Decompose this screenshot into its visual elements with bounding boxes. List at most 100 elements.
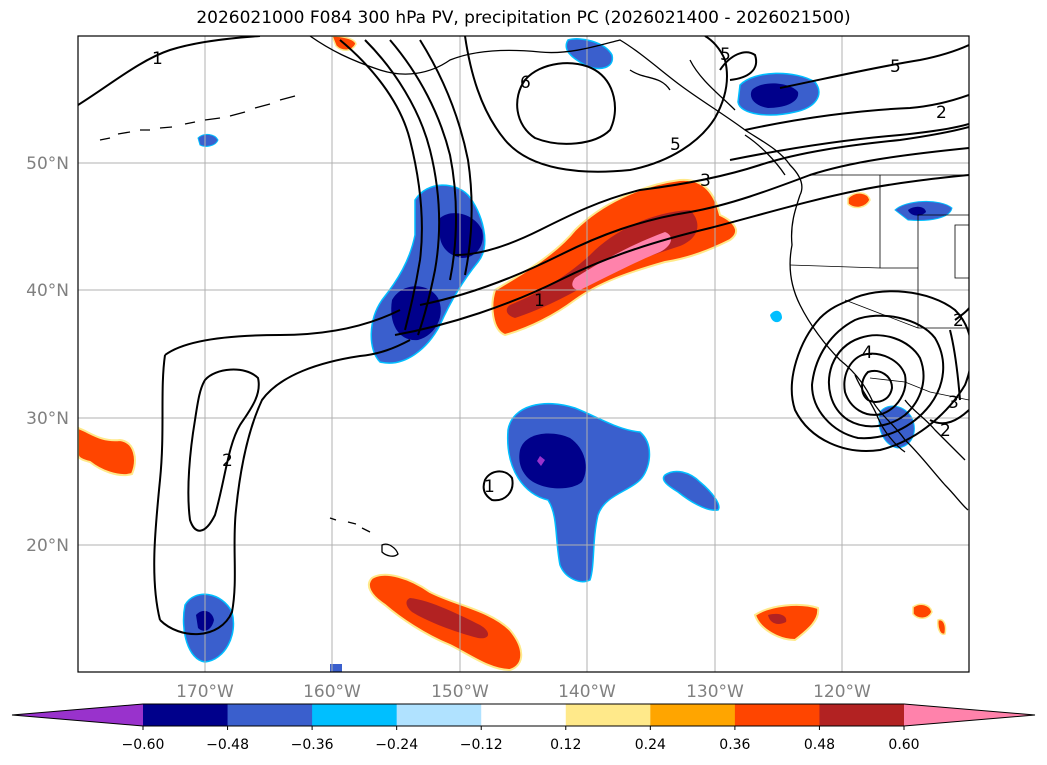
border-us-mexico [869,377,969,401]
contour-label: 5 [670,135,681,155]
pv-contour-2-top [744,94,969,131]
longitude-labels: 170°W 160°W 150°W 140°W 130°W 120°W [176,682,871,702]
contour-label: 3 [948,393,959,413]
pv-contour-1-small [482,470,514,502]
colorbar-segment [312,704,398,726]
border-box-east [954,224,969,279]
precipitation-fills [78,36,953,672]
precip-strong-negative-nevada [908,206,926,216]
colorbar-segment [565,704,651,726]
latitude-labels: 50°N 40°N 30°N 20°N [26,154,69,556]
coastline-us-west [789,194,969,511]
pv-contour-1-river [394,174,969,336]
lon-label-140w: 140°W [558,682,616,702]
precip-negative-bottom-edge [330,664,342,672]
colorbar-tick-label: 0.36 [719,737,751,753]
lon-label-130w: 130°W [686,682,744,702]
political-borders [789,174,969,401]
colorbar-segment [734,704,820,726]
colorbar [11,703,1036,730]
colorbar-segment [396,704,482,726]
colorbar-tick-label: 0.48 [803,737,836,753]
pv-contour-1-north [78,36,261,106]
pv-contour-alaska-jet-3 [389,39,457,281]
colorbar-segment [650,704,736,726]
pv-contour-alaska-jet-2 [364,39,441,336]
colorbar-tick-label: 0.60 [888,737,920,753]
lat-label-40n: 40°N [26,281,69,301]
precip-negative-small-aleutian [197,133,219,147]
colorbar-extend-low [12,704,143,726]
precip-positive-tiny-1 [912,603,933,619]
lat-label-20n: 20°N [26,536,69,556]
pv-contour-3-southeast [929,329,969,425]
map-frame [77,35,970,673]
pv-contour-5-top-right [779,44,969,89]
colorbar-tick-label: −0.24 [375,737,419,753]
lon-label-120w: 120°W [813,682,871,702]
colorbar-tick-label: −0.48 [206,737,249,753]
colorbar-segment [227,704,313,726]
colorbar-segment [819,704,905,726]
lon-label-150w: 150°W [431,682,489,702]
pv-contour-2-tongue [153,309,401,621]
pv-contour-5-right [719,51,758,81]
lat-label-50n: 50°N [26,154,69,174]
colorbar-tick-labels: −0.60 −0.48 −0.36 −0.24 −0.12 0.12 0.24 0.36 0.4… [0,737,1047,759]
coastline-hawaii [329,517,399,557]
colorbar-tick-label: −0.12 [459,737,503,753]
colorbar-tick-label: 0.12 [550,737,582,753]
lon-label-160w: 160°W [303,682,361,702]
precip-positive-tiny-2 [937,618,947,636]
contour-label: 5 [890,57,901,77]
pv-contour-3-river [454,126,969,256]
pv-contour-6 [516,62,616,145]
precip-positive-small-core-southeast [768,613,787,624]
contour-label: 1 [534,291,545,311]
contour-label: 2 [953,311,964,331]
pv-contour-5-north [464,36,728,173]
contour-label: 1 [152,49,163,69]
precip-strong-negative-core [519,433,586,489]
precip-negative-blob-central [507,402,651,583]
colorbar-segment [481,704,567,726]
coastlines [99,36,969,557]
colorbar-segment [143,704,229,726]
contour-label: 1 [484,477,495,497]
pv-contour-low-ring-4 [843,352,907,416]
border-us-states [789,175,969,329]
pv-contour-alaska-jet-4 [419,39,473,276]
precip-positive-small-southeast [753,603,820,642]
contour-label: 2 [936,103,947,123]
precip-positive-tiny-3 [847,192,871,209]
contour-labels: 1 6 5 5 5 2 3 1 2 1 4 3 2 2 [152,45,964,497]
colorbar-tick-label: −0.36 [290,737,334,753]
lat-label-30n: 30°N [26,409,69,429]
precip-extreme-negative-dot [537,456,545,466]
contour-label: 2 [222,451,233,471]
pv-contour-low-ring-3 [828,334,925,428]
contour-label: 4 [862,343,873,363]
pv-contour-low-ring-2 [810,314,945,440]
coastline-aleutians [99,95,296,141]
precip-positive-west-edge [78,426,136,476]
contour-label: 2 [940,421,951,441]
map-grid [78,36,969,672]
precip-strong-negative-core-northeast [750,83,799,108]
pv-contours [78,36,969,635]
map-title: 2026021000 F084 300 hPa PV, precipitatio… [196,8,851,28]
precip-negative-column [370,184,486,364]
pv-contour-low-ring-1 [790,290,969,452]
colorbar-tick-label: −0.60 [121,737,165,753]
contour-label: 5 [720,45,731,65]
pv-contour-low-ring-5 [861,370,894,403]
pv-contour-2-tongue-outer [159,339,411,635]
colorbar-tick-label: 0.24 [634,737,666,753]
precip-negative-blob-east [662,470,720,511]
pv-contour-2-inner [187,368,260,532]
colorbar-extend-high [904,704,1035,726]
pv-contour-3-ne [729,123,969,161]
pv-contour-2-river [419,147,969,306]
lon-label-170w: 170°W [176,682,234,702]
